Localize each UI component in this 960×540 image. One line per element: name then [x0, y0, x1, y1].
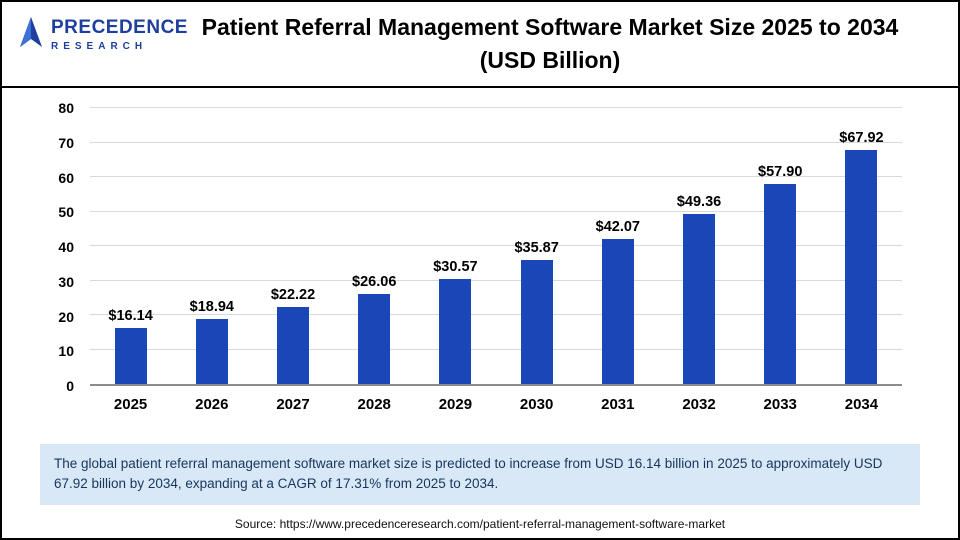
x-tick-2033: 2033 [763, 396, 797, 413]
bar-value-label-2033: $57.90 [758, 164, 803, 181]
header: PRECEDENCE RESEARCH Patient Referral Man… [2, 2, 958, 88]
bar-value-label-2030: $35.87 [514, 240, 559, 257]
y-tick-80: 80 [58, 100, 74, 116]
gridline-30 [90, 279, 902, 281]
bar-2034 [845, 149, 878, 384]
x-tick-2031: 2031 [601, 396, 635, 413]
chart-title: Patient Referral Management Software Mar… [167, 11, 933, 77]
bar-value-label-2034: $67.92 [839, 129, 884, 146]
x-tick-2026: 2026 [195, 396, 229, 413]
bar-slot-2027: $22.22 [252, 108, 333, 384]
bar-slot-2028: $26.06 [334, 108, 415, 384]
gridline-70 [90, 141, 902, 143]
logo-mark-icon [20, 17, 42, 47]
bar-2031 [601, 238, 634, 384]
bar-value-label-2027: $22.22 [270, 287, 316, 304]
bar-slot-2030: $35.87 [496, 108, 577, 384]
bar-slot-2032: $49.36 [658, 108, 739, 384]
bar-value-label-2028: $26.06 [352, 274, 397, 291]
y-tick-10: 10 [58, 343, 74, 360]
bar-2030 [520, 260, 553, 384]
bar-slot-2033: $57.90 [740, 108, 821, 384]
y-tick-70: 70 [58, 134, 74, 151]
logo-line-precedence: PRECEDENCE [51, 17, 188, 38]
y-tick-30: 30 [58, 273, 74, 290]
y-tick-50: 50 [58, 204, 74, 221]
x-tick-2029: 2029 [438, 396, 473, 413]
chart-title-line1: Patient Referral Management Software Mar… [201, 14, 899, 40]
bar-slot-2026: $18.94 [171, 108, 252, 384]
logo-text: PRECEDENCE RESEARCH [51, 15, 188, 52]
x-tick-2034: 2034 [844, 396, 879, 413]
gridline-60 [90, 176, 902, 177]
bar-2032 [683, 213, 716, 384]
gridline-50 [90, 210, 902, 212]
brand-logo: PRECEDENCE RESEARCH [18, 15, 188, 52]
x-axis-labels: 2025 2026 2027 2028 2029 2030 2031 2032 2033 2034 [90, 396, 902, 413]
x-tick-2028: 2028 [357, 396, 391, 413]
x-tick-2030: 2030 [519, 396, 554, 413]
chart-title-line2: (USD Billion) [479, 47, 621, 73]
bar-value-label-2029: $30.57 [433, 258, 478, 275]
gridline-10 [90, 348, 902, 350]
bar-2028 [358, 294, 391, 384]
x-tick-2032: 2032 [682, 396, 716, 413]
gridline-20 [90, 314, 902, 315]
bar-chart-plot: $16.14 $18.94 $22.22 $26.06 $30.57 $35.87 $42.… [90, 107, 902, 386]
summary-note: The global patient referral management s… [40, 444, 920, 505]
bar-2027 [277, 307, 309, 384]
bar-2033 [764, 184, 797, 384]
gridline-80 [90, 107, 902, 108]
y-tick-0: 0 [66, 378, 74, 394]
bar-value-label-2025: $16.14 [108, 308, 153, 325]
bar-slot-2034: $67.92 [821, 108, 902, 384]
bar-value-label-2026: $18.94 [189, 298, 234, 315]
bar-value-label-2032: $49.36 [676, 193, 722, 210]
bar-2026 [195, 318, 228, 384]
bar-2025 [114, 328, 147, 384]
y-tick-20: 20 [58, 308, 74, 325]
bar-2029 [439, 278, 472, 384]
bar-value-label-2031: $42.07 [595, 218, 640, 235]
x-tick-2025: 2025 [113, 396, 148, 413]
y-tick-60: 60 [58, 169, 74, 186]
gridline-40 [90, 245, 902, 246]
bar-slot-2031: $42.07 [577, 108, 658, 384]
x-tick-2027: 2027 [276, 396, 310, 413]
logo-line-research: RESEARCH [51, 40, 148, 52]
bar-slot-2025: $16.14 [90, 108, 171, 384]
y-axis-labels: 0 10 20 30 40 50 60 70 80 [30, 100, 82, 394]
y-tick-40: 40 [58, 239, 74, 255]
source-line: Source: https://www.precedenceresearch.c… [234, 517, 726, 531]
bars-container: $16.14 $18.94 $22.22 $26.06 $30.57 $35.87 $42.… [90, 108, 902, 384]
bar-slot-2029: $30.57 [415, 108, 496, 384]
